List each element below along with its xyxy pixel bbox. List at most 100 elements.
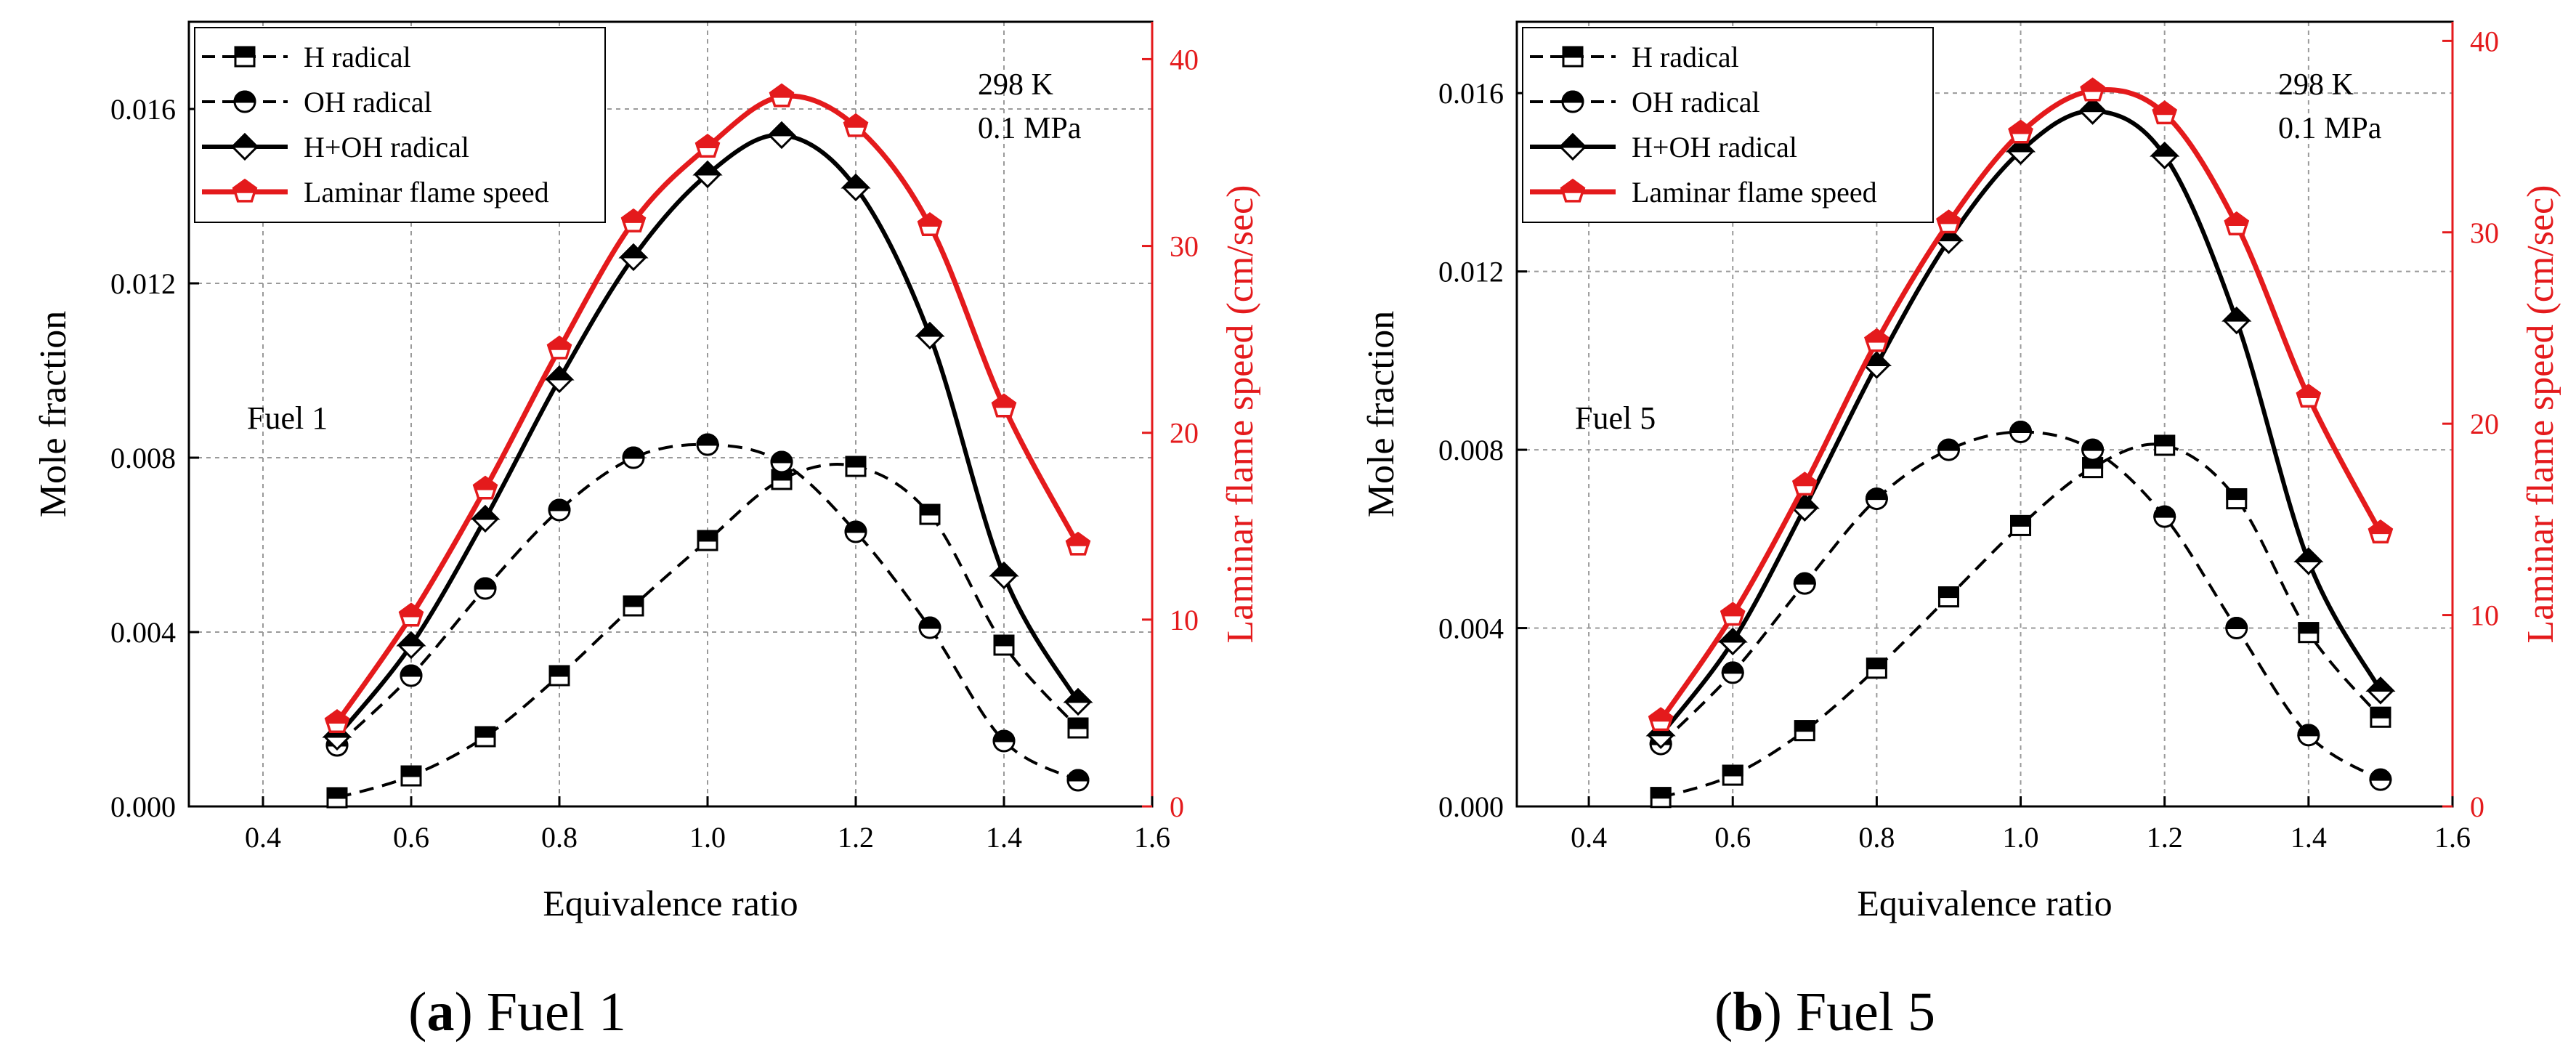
data-point (844, 520, 867, 543)
y-axis-label: Mole fraction (33, 311, 74, 517)
y2-tick-label: 10 (1170, 604, 1199, 636)
series-laminar-flame-speed (324, 83, 1091, 733)
y2-tick-label: 0 (2470, 790, 2484, 823)
data-point (919, 503, 941, 525)
x-tick-label: 1.6 (2434, 821, 2471, 854)
data-point (548, 665, 570, 687)
data-point (845, 456, 867, 477)
data-point (1865, 487, 1888, 511)
condition-temperature: 298 K (2278, 68, 2354, 102)
data-point (2365, 676, 2396, 705)
data-point (1864, 328, 1890, 352)
y2-tick-label: 30 (1170, 230, 1199, 263)
data-point (1936, 209, 1961, 234)
series-oh-radical (325, 433, 1090, 792)
condition-pressure: 0.1 MPa (2278, 112, 2382, 145)
data-point (991, 393, 1017, 418)
y2-tick-label: 10 (2470, 599, 2499, 632)
data-point (2077, 97, 2108, 125)
y-axis-label: Mole fraction (1361, 311, 1402, 517)
data-point (548, 498, 571, 522)
x-tick-label: 1.2 (2147, 821, 2183, 854)
data-point (2224, 211, 2250, 235)
y-tick-label: 0.016 (1438, 77, 1504, 110)
data-point (2008, 119, 2033, 144)
data-point (620, 208, 647, 232)
data-point (989, 561, 1019, 590)
data-point (1866, 658, 1887, 679)
y-tick-label: 0.000 (1438, 790, 1504, 823)
y2-tick-label: 30 (2470, 217, 2499, 249)
data-point (1937, 438, 1960, 461)
data-point (2296, 384, 2322, 408)
legend-label: H+OH radical (304, 131, 469, 163)
series-h-radical (326, 456, 1089, 809)
data-point (2153, 505, 2176, 528)
data-point (1792, 472, 1818, 496)
legend-marker (1562, 46, 1584, 68)
data-point (917, 212, 943, 236)
data-point (324, 709, 350, 733)
caption-paren-close: ) (454, 982, 472, 1043)
y-tick-label: 0.016 (110, 93, 176, 126)
data-point (2081, 438, 2105, 461)
data-point (2298, 622, 2320, 644)
data-point (2152, 100, 2177, 125)
x-tick-label: 0.8 (541, 821, 578, 854)
panel-caption: (a) Fuel 1 (408, 982, 626, 1043)
data-point (2221, 307, 2252, 335)
data-point (474, 577, 497, 600)
legend-label: H radical (304, 41, 411, 73)
data-point (1721, 661, 1744, 684)
data-point (1650, 787, 1672, 809)
x-axis-label: Equivalence ratio (1857, 883, 2112, 923)
legend: H radical OH radical H+OH radical Laminar f… (1522, 27, 1934, 223)
x-tick-label: 0.4 (245, 821, 281, 854)
panel-a: 0.4 0.6 0.8 1.0 1.2 1.4 1.6 0.000 0.004 0.008 0.01… (33, 20, 1261, 1043)
x-axis-label: Equivalence ratio (543, 883, 798, 923)
data-point (1722, 764, 1743, 786)
caption-letter: b (1733, 982, 1763, 1043)
data-point (2297, 724, 2320, 747)
legend-marker (1561, 90, 1584, 113)
legend-marker (1560, 178, 1586, 203)
legend: H radical OH radical H+OH radical Laminar f… (194, 27, 606, 223)
panel-b: 0.4 0.6 0.8 1.0 1.2 1.4 1.6 0.000 0.004 0.008 0.01… (1361, 20, 2561, 1043)
x-tick-label: 1.4 (2291, 821, 2327, 854)
data-point (843, 113, 869, 137)
series-h-radical (1650, 434, 2391, 809)
data-point (2080, 77, 2105, 102)
data-point (766, 121, 797, 150)
data-point (841, 173, 871, 202)
data-point (472, 475, 498, 500)
legend-label: H+OH radical (1632, 131, 1797, 163)
data-point (1067, 717, 1089, 739)
caption-letter: a (426, 982, 454, 1043)
series-h-oh-radical (1645, 97, 2396, 749)
legend-marker (230, 132, 260, 161)
condition-pressure: 0.1 MPa (978, 112, 1082, 145)
x-tick-label: 1.4 (986, 821, 1022, 854)
condition-temperature: 298 K (978, 68, 1053, 102)
y-tick-label: 0.012 (1438, 256, 1504, 288)
legend-label: Laminar flame speed (304, 176, 549, 209)
data-point (918, 616, 941, 639)
x-tick-label: 1.2 (838, 821, 874, 854)
legend-marker (233, 90, 256, 113)
y2-tick-label: 40 (2470, 25, 2499, 57)
data-point (694, 134, 721, 158)
y2-tick-label: 20 (2470, 408, 2499, 440)
data-point (398, 602, 424, 627)
y-tick-label: 0.012 (110, 267, 176, 300)
data-point (1065, 531, 1091, 556)
data-point (697, 530, 718, 551)
data-point (993, 634, 1015, 656)
data-point (1720, 602, 1746, 626)
data-point (1937, 586, 1959, 608)
data-point (400, 664, 423, 687)
fuel-label: Fuel 5 (1575, 400, 1656, 436)
x-tick-label: 0.6 (1714, 821, 1751, 854)
y2-axis-label: Laminar flame speed (cm/sec) (1220, 185, 1261, 644)
data-point (1793, 572, 1816, 595)
legend-marker (232, 178, 258, 203)
